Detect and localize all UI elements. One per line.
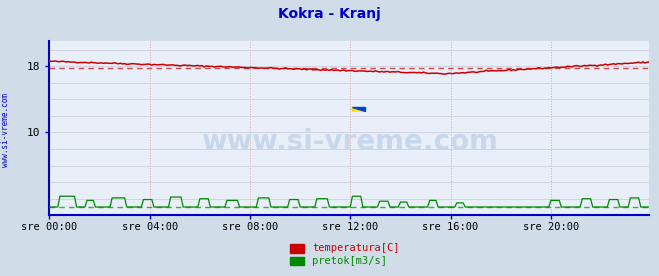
Text: Kokra - Kranj: Kokra - Kranj <box>278 7 381 21</box>
Text: pretok[m3/s]: pretok[m3/s] <box>312 256 387 266</box>
Polygon shape <box>353 107 366 111</box>
Text: www.si-vreme.com: www.si-vreme.com <box>201 128 498 156</box>
FancyBboxPatch shape <box>290 244 304 253</box>
Text: www.si-vreme.com: www.si-vreme.com <box>1 93 10 167</box>
Polygon shape <box>353 107 366 111</box>
FancyBboxPatch shape <box>290 257 304 265</box>
Text: temperatura[C]: temperatura[C] <box>312 243 400 253</box>
